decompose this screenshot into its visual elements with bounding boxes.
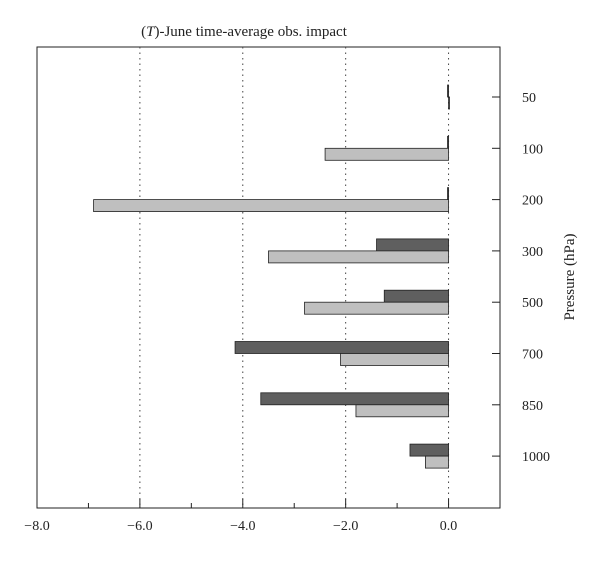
bar-series1-200 — [447, 187, 449, 201]
bar-series2-500 — [304, 301, 449, 315]
plot-frame — [36, 46, 501, 509]
y-tick-label-700: 700 — [522, 348, 543, 363]
x-tick-label-3: −2.0 — [333, 519, 358, 534]
bar-series2-700 — [340, 353, 449, 366]
x-tick-label-4: 0.0 — [440, 519, 458, 534]
y-tick-label-200: 200 — [522, 194, 543, 209]
bar-series2-200 — [93, 199, 449, 213]
bar-series1-100 — [447, 135, 449, 149]
bar-series2-850 — [355, 404, 449, 418]
x-tick-label-1: −6.0 — [127, 519, 152, 534]
x-axis: −8.0 −6.0 −4.0 −2.0 0.0 — [24, 499, 501, 534]
bar-series1-500 — [383, 289, 449, 303]
y-axis-label: Pressure (hPa) — [562, 233, 578, 320]
bar-series1-1000 — [409, 443, 449, 457]
bar-series1-50 — [447, 84, 449, 98]
grid-lines — [139, 47, 450, 508]
bar-series1-300 — [376, 238, 449, 252]
y-axis: 50 100 200 300 500 700 850 1000 — [492, 91, 550, 465]
bar-series1-850 — [260, 392, 449, 406]
y-tick-label-100: 100 — [522, 142, 543, 157]
bars — [93, 84, 450, 469]
bar-series2-1000 — [425, 455, 449, 469]
bar-series1-700 — [234, 341, 449, 354]
bar-series2-300 — [268, 250, 449, 264]
chart-title: (T)-June time-average obs. impact — [141, 24, 348, 40]
y-tick-label-50: 50 — [522, 91, 536, 106]
y-tick-label-850: 850 — [522, 399, 543, 414]
y-tick-label-300: 300 — [522, 245, 543, 260]
y-tick-label-500: 500 — [522, 296, 543, 311]
y-tick-label-1000: 1000 — [522, 450, 550, 465]
bar-series2-100 — [324, 147, 449, 161]
x-tick-label-2: −4.0 — [230, 519, 255, 534]
bar-series2-50 — [448, 96, 450, 110]
x-tick-label-0: −8.0 — [24, 519, 49, 534]
